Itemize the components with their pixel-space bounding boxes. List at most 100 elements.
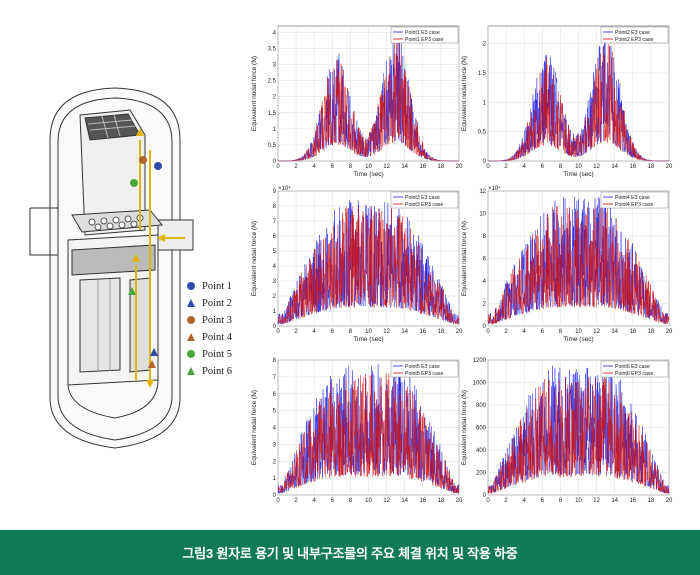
legend-label: Point 5	[202, 348, 233, 360]
y-tick-label: 1	[483, 100, 487, 106]
chart-point2: 0 0.5 1 1.5 2 0 2 4 6 8 10 12 14 16 18 20 Time (sec) Equi…	[458, 18, 673, 183]
triangle-marker-icon	[187, 299, 195, 307]
x-tick-label: 6	[541, 498, 545, 504]
circle-marker-icon	[187, 282, 195, 290]
x-tick-label: 0	[276, 164, 280, 170]
x-tick-label: 0	[486, 329, 490, 335]
x-axis-label: Time (sec)	[353, 171, 383, 178]
y-tick-label: 2	[273, 294, 277, 300]
x-tick-label: 6	[331, 498, 335, 504]
chart-legend-label: Point4 E3 case	[615, 195, 650, 201]
caption-text: 그림3 원자로 용기 및 내부구조물의 주요 체결 위치 및 작용 하중	[182, 546, 518, 561]
chart-legend-label: Point5 EP3 case	[405, 371, 443, 377]
y-tick-label: 1.5	[478, 71, 487, 77]
chart-legend-box	[390, 26, 459, 44]
y-tick-label: 12	[479, 189, 486, 195]
chart-svg: 0 200 400 600 800 1000 1200 0 2 4 6 8 10 12 14 16 18 20 Eq…	[461, 358, 673, 504]
chart-legend-label: Point6 EP3 case	[615, 371, 653, 377]
legend-item-point1: Point 1	[186, 278, 256, 294]
x-tick-label: 4	[523, 498, 527, 504]
x-tick-label: 14	[401, 498, 408, 504]
x-tick-label: 20	[666, 164, 673, 170]
series-line-ep3	[277, 206, 460, 325]
chart-legend-label: Point3 EP3 case	[405, 202, 443, 208]
x-tick-label: 8	[349, 498, 353, 504]
y-tick-label: 6	[483, 257, 487, 263]
y-tick-label: 4	[273, 426, 277, 432]
x-tick-label: 2	[294, 164, 298, 170]
x-tick-label: 8	[349, 164, 353, 170]
x-tick-label: 18	[438, 329, 445, 335]
legend-item-point3: Point 3	[186, 312, 256, 328]
chart-legend-label: Point2 EP3 case	[615, 37, 653, 43]
triangle-marker-icon	[187, 333, 195, 341]
x-tick-label: 4	[313, 164, 317, 170]
chart-legend-box	[600, 360, 669, 378]
x-tick-label: 12	[383, 164, 390, 170]
y-tick-label: 2	[273, 95, 277, 101]
x-tick-label: 18	[438, 498, 445, 504]
reactor-schematic-svg	[29, 87, 194, 449]
y-tick-label: 0	[273, 324, 277, 330]
y-tick-label: 2	[273, 459, 277, 465]
x-tick-label: 16	[629, 164, 636, 170]
x-tick-label: 0	[486, 498, 490, 504]
x-tick-label: 12	[593, 329, 600, 335]
x-tick-label: 12	[383, 498, 390, 504]
y-tick-label: 0.5	[478, 130, 487, 136]
circle-marker-icon	[187, 350, 195, 358]
chart-point6: 0 200 400 600 800 1000 1200 0 2 4 6 8 10 12 14 16 18 20 Eq…	[458, 352, 673, 517]
x-tick-label: 16	[629, 329, 636, 335]
x-tick-label: 0	[276, 498, 280, 504]
y-tick-label: 0.5	[268, 143, 277, 149]
y-tick-label: 800	[476, 403, 487, 409]
x-axis-label: Time (sec)	[563, 171, 593, 178]
chart-legend-box	[600, 191, 669, 209]
y-tick-label: 3.5	[268, 47, 277, 53]
y-tick-label: 5	[273, 409, 277, 415]
x-tick-label: 10	[365, 329, 372, 335]
legend-label: Point 3	[202, 314, 233, 326]
chart-svg: 0 0.5 1 1.5 2 2.5 3 3.5 4 0 2 4 6 8 10 12 14 16 18 20 Time (…	[251, 25, 463, 178]
legend-label: Point 4	[202, 331, 233, 343]
y-tick-label: 2	[483, 302, 487, 308]
chart-point1: 0 0.5 1 1.5 2 2.5 3 3.5 4 0 2 4 6 8 10 12 14 16 18 20 Time (…	[248, 18, 463, 183]
x-tick-label: 2	[504, 498, 508, 504]
x-tick-label: 20	[666, 498, 673, 504]
chart-legend-label: Point5 E3 case	[405, 364, 440, 370]
chart-legend-label: Point4 EP3 case	[615, 202, 653, 208]
y-exponent: ×10⁴	[278, 185, 291, 192]
x-tick-label: 14	[611, 164, 618, 170]
x-axis-label: Time (sec)	[563, 336, 593, 343]
x-tick-label: 20	[456, 498, 463, 504]
x-tick-label: 8	[559, 329, 563, 335]
y-tick-label: 8	[483, 234, 487, 240]
point1-marker	[154, 162, 162, 170]
circle-marker-icon	[187, 316, 195, 324]
x-tick-label: 6	[331, 329, 335, 335]
chart-point5: 0 1 2 3 4 5 6 7 8 0 2 4 6 8 10 12 14 16 18 20 Equivalent nod…	[248, 352, 463, 517]
y-axis-label: Equivalent nodal force (N)	[461, 221, 468, 296]
y-tick-label: 400	[476, 448, 487, 454]
legend-item-point4: Point 4	[186, 329, 256, 345]
x-tick-label: 6	[331, 164, 335, 170]
x-tick-label: 2	[294, 329, 298, 335]
y-tick-label: 4	[273, 30, 277, 36]
y-tick-label: 0	[483, 159, 487, 165]
x-tick-label: 10	[365, 498, 372, 504]
y-tick-label: 600	[476, 426, 487, 432]
y-axis-label: Equivalent nodal force (N)	[461, 390, 468, 465]
legend-label: Point 6	[202, 365, 233, 377]
figure: Point 1 Point 2 Point 3 Point 4 Point 5 Point…	[29, 18, 673, 517]
x-tick-label: 6	[541, 329, 545, 335]
x-tick-label: 8	[559, 498, 563, 504]
chart-legend-box	[390, 360, 459, 378]
x-tick-label: 2	[504, 164, 508, 170]
point3-marker	[139, 156, 147, 164]
legend-label: Point 2	[202, 297, 233, 309]
y-axis-label: Equivalent nodal force (N)	[251, 56, 258, 131]
y-tick-label: 1	[273, 476, 277, 482]
x-tick-label: 10	[575, 164, 582, 170]
series-line-ep3	[488, 43, 669, 162]
